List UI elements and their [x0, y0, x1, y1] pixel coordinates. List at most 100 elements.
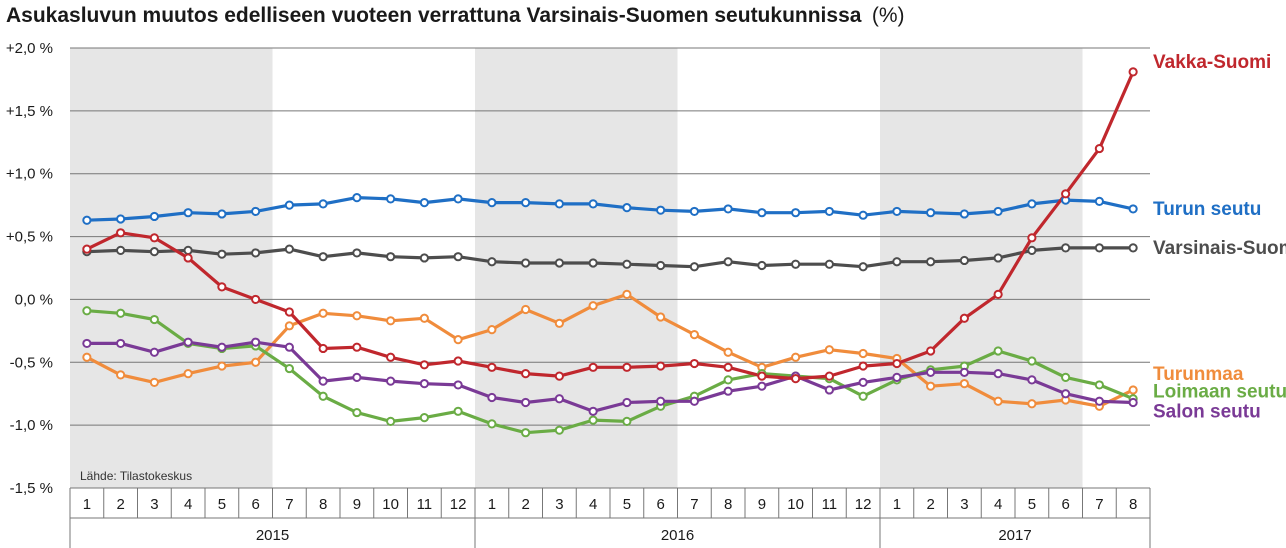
- year-band-2016: [475, 48, 678, 488]
- data-point: [554, 425, 564, 435]
- data-point: [689, 262, 699, 272]
- data-point: [386, 316, 396, 326]
- data-point: [217, 361, 227, 371]
- data-point: [419, 313, 429, 323]
- data-point: [116, 245, 126, 255]
- x-tick-label: 10: [382, 496, 399, 513]
- data-point: [757, 371, 767, 381]
- data-point: [318, 252, 328, 262]
- y-tick-label: 0,0 %: [15, 291, 53, 308]
- data-point: [554, 371, 564, 381]
- x-tick-label: 2: [926, 496, 934, 513]
- data-point: [1128, 204, 1138, 214]
- data-point: [824, 345, 834, 355]
- data-point: [487, 325, 497, 335]
- data-point: [622, 203, 632, 213]
- x-tick-label: 9: [353, 496, 361, 513]
- data-point: [419, 198, 429, 208]
- data-point: [284, 307, 294, 317]
- data-point: [183, 337, 193, 347]
- series-label: Vakka-Suomi: [1153, 52, 1271, 73]
- data-point: [892, 372, 902, 382]
- x-tick-label: 1: [893, 496, 901, 513]
- series-line: [86, 246, 1134, 269]
- data-point: [386, 252, 396, 262]
- data-point: [521, 397, 531, 408]
- data-point: [993, 396, 1003, 406]
- data-point: [82, 338, 92, 349]
- data-point: [1061, 189, 1071, 199]
- x-tick-label: 8: [319, 496, 327, 513]
- data-point: [318, 199, 328, 209]
- year-shading: [70, 48, 1083, 488]
- data-point: [993, 253, 1003, 263]
- data-point: [419, 413, 429, 423]
- data-point: [82, 215, 92, 225]
- data-point: [959, 379, 969, 389]
- series-label: Loimaan seutu: [1153, 381, 1286, 402]
- data-point: [588, 199, 598, 209]
- series-label: Varsinais-Suomi: [1153, 238, 1286, 259]
- data-point: [183, 253, 193, 263]
- data-point: [1027, 399, 1037, 409]
- chart-title: Asukasluvun muutos edelliseen vuoteen ve…: [6, 4, 905, 27]
- series-line: [86, 71, 1135, 381]
- data-point: [251, 294, 261, 305]
- x-tick-label: 5: [1028, 496, 1036, 513]
- data-point: [1061, 243, 1071, 253]
- data-point: [1094, 143, 1104, 154]
- data-point: [791, 374, 801, 384]
- series-line: [86, 292, 1134, 408]
- data-point: [116, 370, 126, 380]
- data-point: [82, 306, 92, 316]
- data-point: [588, 258, 598, 268]
- y-tick-label: -1,5 %: [10, 480, 53, 497]
- data-point: [149, 377, 159, 387]
- x-tick-label: 10: [787, 496, 804, 513]
- data-point: [892, 206, 902, 217]
- data-point: [1094, 396, 1104, 406]
- series-labels: Turun seutu Varsinais-Suomi TurunmaaLoimaa…: [1153, 52, 1286, 423]
- data-point: [453, 406, 463, 416]
- data-point: [251, 206, 261, 217]
- source-note: Lähde: Tilastokeskus: [80, 469, 192, 483]
- data-point: [521, 369, 531, 379]
- x-tick-label: 1: [83, 496, 91, 513]
- x-tick-label: 5: [623, 496, 631, 513]
- series-label: Turunmaa: [1153, 364, 1244, 385]
- year-label: 2016: [661, 527, 694, 544]
- x-tick-label: 7: [1095, 496, 1103, 513]
- data-point: [723, 204, 733, 214]
- data-point: [824, 371, 834, 381]
- x-tick-label: 4: [184, 496, 192, 513]
- data-point: [183, 208, 193, 218]
- data-point: [386, 416, 396, 426]
- data-point: [588, 406, 598, 416]
- data-point: [588, 415, 598, 425]
- data-point: [1094, 243, 1104, 253]
- data-point: [82, 352, 92, 362]
- data-point: [656, 260, 666, 271]
- data-point: [1128, 385, 1138, 395]
- x-tick-label: 8: [724, 496, 732, 513]
- data-point: [723, 375, 733, 385]
- data-point: [352, 193, 362, 203]
- data-point: [217, 342, 227, 352]
- data-point: [622, 362, 632, 372]
- data-point: [622, 259, 632, 269]
- y-tick-label: +1,5 %: [6, 103, 53, 120]
- data-point: [824, 259, 834, 269]
- data-point: [926, 346, 936, 356]
- x-tick-label: 3: [960, 496, 968, 513]
- y-tick-label: +0,5 %: [6, 229, 53, 246]
- data-point: [858, 391, 868, 401]
- data-point: [217, 209, 227, 219]
- data-point: [453, 335, 463, 345]
- x-tick-label: 6: [251, 496, 259, 513]
- x-tick-label: 7: [690, 496, 698, 513]
- data-point: [487, 362, 497, 372]
- x-tick-label: 7: [285, 496, 293, 513]
- x-tick-label: 2: [521, 496, 529, 513]
- data-point: [1061, 389, 1071, 399]
